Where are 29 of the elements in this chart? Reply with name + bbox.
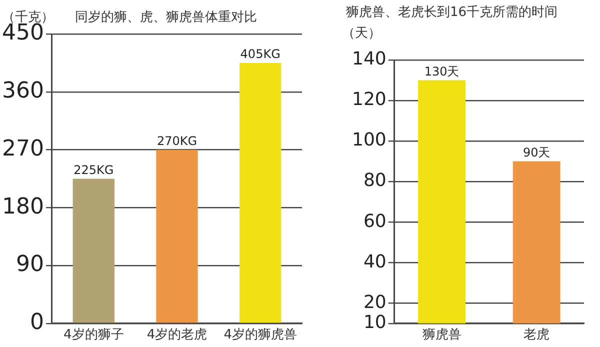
y-tick-label: 60: [363, 210, 386, 232]
data-label: 270KG: [156, 134, 198, 148]
chart-title: 同岁的狮、虎、狮虎兽体重对比: [75, 9, 257, 26]
y-tick-label: 140: [352, 48, 386, 70]
y-tick-label: 80: [363, 170, 386, 192]
bar: [156, 150, 198, 323]
x-tick-label: 4岁的狮子: [64, 328, 124, 343]
data-label: 90天: [522, 145, 550, 160]
data-label: 130天: [424, 64, 460, 78]
y-tick-label: 20: [363, 292, 386, 313]
data-label: 225KG: [74, 162, 114, 177]
y-tick-label: 10: [363, 312, 386, 334]
y-axis-title: （天）: [342, 25, 381, 42]
x-tick-label: 4岁的老虎: [146, 328, 208, 343]
y-tick-label: 40: [363, 251, 386, 272]
x-tick-label: 老虎: [524, 328, 550, 343]
x-tick-label: 狮虎兽: [422, 328, 462, 343]
y-tick-label: 120: [352, 89, 386, 110]
y-tick-label: 360: [2, 78, 44, 104]
y-tick-label: 180: [2, 194, 44, 220]
data-label: 405KG: [240, 47, 280, 62]
y-tick-label: 0: [30, 310, 44, 336]
bar: [72, 178, 114, 323]
y-tick-label: 100: [352, 130, 386, 151]
y-tick-label: 270: [2, 136, 44, 162]
chart-title: 狮虎兽、老虎长到16千克所需的时间: [346, 4, 558, 21]
bar: [240, 62, 282, 323]
x-tick-label: 4岁的狮虎兽: [224, 328, 297, 343]
y-tick-label: 90: [16, 252, 44, 278]
